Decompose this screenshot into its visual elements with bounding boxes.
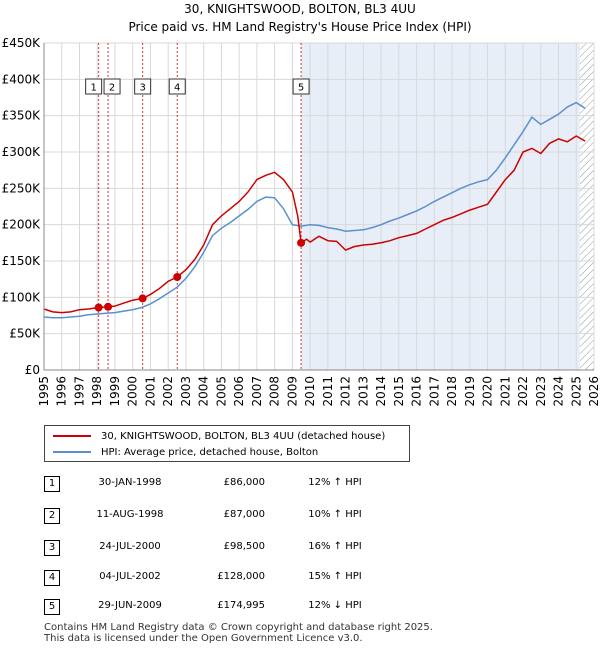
- sale-hpi-diff: 12% ↓ HPI: [308, 600, 362, 611]
- y-tick-label: £50K: [9, 327, 41, 341]
- x-tick-label: 2022: [516, 376, 530, 407]
- sale-point: [138, 294, 147, 303]
- sale-label-box: [85, 78, 103, 95]
- footer-licence: This data is licensed under the Open Gov…: [44, 633, 363, 644]
- sale-label: 1: [90, 83, 96, 94]
- x-tick-label: 2008: [268, 376, 282, 407]
- y-tick-label: £150K: [2, 254, 42, 268]
- sale-date: 30-JAN-1998: [98, 477, 162, 488]
- x-tick-label: 1996: [55, 376, 69, 407]
- x-tick-label: 2024: [552, 376, 566, 407]
- footer-copyright: Contains HM Land Registry data © Crown c…: [44, 622, 433, 633]
- sale-date: 24-JUL-2000: [99, 541, 161, 552]
- chart-title: 30, KNIGHTSWOOD, BOLTON, BL3 4UU: [184, 2, 416, 16]
- x-tick-label: 2021: [498, 376, 512, 407]
- sale-price: £98,500: [223, 541, 265, 552]
- legend: 30, KNIGHTSWOOD, BOLTON, BL3 4UU (detach…: [44, 425, 410, 462]
- x-tick-label: 1998: [90, 376, 104, 407]
- sale-label-box: [134, 78, 152, 95]
- sale-label: 2: [109, 83, 115, 94]
- sale-hpi-diff: 10% ↑ HPI: [308, 509, 362, 520]
- x-tick-label: 2012: [339, 376, 353, 407]
- sale-point: [297, 238, 306, 247]
- x-tick-label: 2001: [143, 376, 157, 407]
- x-tick-label: 2018: [445, 376, 459, 407]
- sale-point: [94, 303, 103, 312]
- x-tick-label: 2005: [214, 376, 228, 407]
- sale-number-badge: 2: [44, 508, 60, 524]
- sale-number-badge: 4: [44, 570, 60, 586]
- sale-date: 04-JUL-2002: [99, 571, 161, 582]
- x-tick-label: 2007: [250, 376, 264, 407]
- x-tick-label: 2017: [427, 376, 441, 407]
- sale-hpi-diff: 15% ↑ HPI: [308, 571, 362, 582]
- x-tick-label: 2003: [179, 376, 193, 407]
- sale-date: 29-JUN-2009: [98, 600, 162, 611]
- table-row: 5 29-JUN-2009 £174,995 12% ↓ HPI: [0, 597, 600, 619]
- y-tick-label: £450K: [2, 36, 42, 50]
- x-tick-label: 2000: [126, 376, 140, 407]
- sale-price: £128,000: [217, 571, 265, 582]
- x-tick-label: 2025: [569, 376, 583, 407]
- sale-date: 11-AUG-1998: [96, 509, 164, 520]
- x-tick-label: 2011: [321, 376, 335, 407]
- x-tick-label: 2026: [587, 376, 600, 407]
- x-tick-label: 2013: [356, 376, 370, 407]
- sale-label-box: [103, 78, 121, 95]
- x-tick-label: 2015: [392, 376, 406, 407]
- x-tick-label: 2009: [285, 376, 299, 407]
- sale-point: [173, 272, 182, 281]
- y-tick-label: £0: [25, 363, 40, 377]
- sale-label: 5: [298, 83, 304, 94]
- x-tick-label: 2014: [374, 376, 388, 407]
- sale-hpi-diff: 16% ↑ HPI: [308, 541, 362, 552]
- x-tick-label: 1997: [72, 376, 86, 407]
- table-row: 3 24-JUL-2000 £98,500 16% ↑ HPI: [0, 538, 600, 560]
- x-tick-label: 1999: [108, 376, 122, 407]
- y-tick-label: £200K: [2, 218, 42, 232]
- table-row: 1 30-JAN-1998 £86,000 12% ↑ HPI: [0, 474, 600, 496]
- legend-item-hpi: HPI: Average price, detached house, Bolt…: [53, 445, 318, 459]
- x-tick-label: 2010: [303, 376, 317, 407]
- sale-hpi-diff: 12% ↑ HPI: [308, 477, 362, 488]
- shaded-period: [301, 43, 580, 370]
- sale-number-badge: 3: [44, 540, 60, 556]
- x-tick-label: 2006: [232, 376, 246, 407]
- sale-price: £174,995: [217, 600, 265, 611]
- chart-subtitle: Price paid vs. HM Land Registry's House …: [128, 20, 472, 34]
- x-tick-label: 2020: [481, 376, 495, 407]
- y-tick-label: £400K: [2, 72, 42, 86]
- table-row: 4 04-JUL-2002 £128,000 15% ↑ HPI: [0, 568, 600, 590]
- sale-point: [104, 302, 113, 311]
- sale-number-badge: 1: [44, 476, 60, 492]
- table-row: 2 11-AUG-1998 £87,000 10% ↑ HPI: [0, 506, 600, 528]
- sale-label: 3: [139, 83, 145, 94]
- price-chart: £0 £50K £100K £150K £200K £250K £300K £350K £400…: [2, 36, 600, 407]
- x-tick-label: 2002: [161, 376, 175, 407]
- sale-price: £87,000: [223, 509, 265, 520]
- x-tick-label: 2019: [463, 376, 477, 407]
- sale-label: 4: [174, 83, 180, 94]
- x-tick-label: 1995: [37, 376, 51, 407]
- y-tick-label: £350K: [2, 109, 42, 123]
- sale-label-box: [168, 78, 186, 95]
- y-tick-label: £300K: [2, 145, 42, 159]
- x-tick-label: 2004: [197, 376, 211, 407]
- sale-number-badge: 5: [44, 599, 60, 615]
- sale-label-box: [292, 78, 310, 95]
- sale-price: £86,000: [223, 477, 265, 488]
- y-tick-label: £100K: [2, 290, 42, 304]
- legend-label-property: 30, KNIGHTSWOOD, BOLTON, BL3 4UU (detach…: [101, 430, 386, 442]
- hatched-projection: [579, 43, 594, 370]
- x-tick-label: 2023: [534, 376, 548, 407]
- legend-swatch-hpi: [53, 451, 91, 453]
- x-tick-label: 2016: [410, 376, 424, 407]
- y-tick-label: £250K: [2, 181, 42, 195]
- legend-swatch-property: [53, 435, 91, 437]
- property-price-line: [43, 135, 586, 314]
- legend-label-hpi: HPI: Average price, detached house, Bolt…: [101, 446, 319, 458]
- hpi-line: [43, 101, 586, 319]
- legend-item-property: 30, KNIGHTSWOOD, BOLTON, BL3 4UU (detach…: [53, 429, 385, 443]
